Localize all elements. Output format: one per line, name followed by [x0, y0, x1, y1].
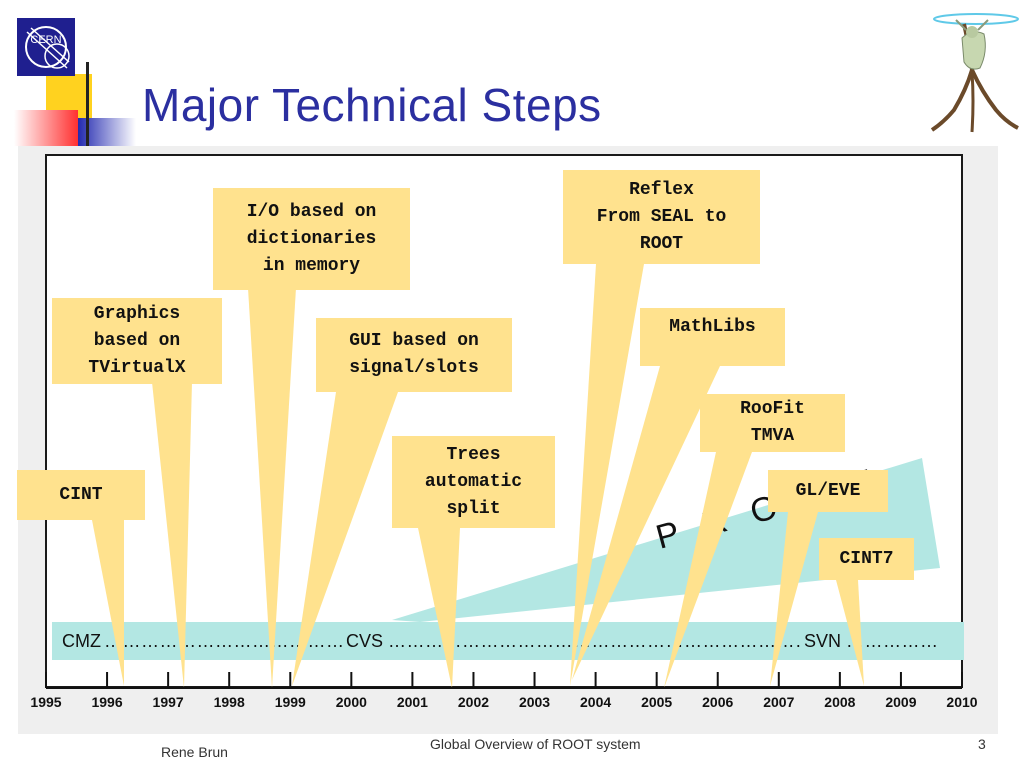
callout-graphics: Graphics based on TVirtualX — [52, 298, 222, 384]
year-label: 1996 — [91, 694, 123, 710]
footer-title: Global Overview of ROOT system — [430, 736, 641, 752]
year-label: 2005 — [641, 694, 673, 710]
pointer-gui — [292, 392, 398, 686]
cern-logo-text: CERN — [30, 34, 61, 46]
pointer-trees — [418, 528, 460, 688]
callout-trees: Trees automatic split — [392, 436, 555, 528]
timeline-dots-2: ………………………………………………………………………… — [388, 631, 802, 651]
year-label: 2006 — [702, 694, 734, 710]
year-label: 2008 — [824, 694, 856, 710]
year-label: 1999 — [274, 694, 306, 710]
pointer-mathlibs — [572, 366, 720, 680]
pointer-graphics — [152, 382, 192, 688]
pointer-cint7 — [836, 580, 864, 686]
footer-author: Rene Brun — [161, 744, 228, 760]
year-label: 2010 — [946, 694, 978, 710]
year-label: 2007 — [763, 694, 795, 710]
timeline-cmz: CMZ — [62, 631, 101, 651]
year-label: 2001 — [396, 694, 428, 710]
year-label: 1995 — [30, 694, 62, 710]
year-label: 2002 — [457, 694, 490, 710]
timeline-cvs: CVS — [346, 631, 384, 651]
slide-title: Major Technical Steps — [142, 79, 602, 131]
timeline-svn: SVN — [804, 631, 842, 651]
callout-mathlibs: MathLibs — [640, 308, 785, 366]
year-label: 2009 — [885, 694, 917, 710]
callout-io: I/O based on dictionaries in memory — [213, 188, 410, 290]
pointer-gleve — [770, 512, 818, 686]
callout-gui: GUI based on signal/slots — [316, 318, 512, 392]
slide-number: 3 — [978, 736, 986, 752]
deco-red-block — [14, 110, 78, 146]
pointer-roofit — [664, 452, 752, 688]
version-control-timeline: CMZ …………………………………………… CVS ……………………………………… — [52, 622, 964, 660]
callout-reflex: Reflex From SEAL to ROOT — [563, 170, 760, 264]
year-label: 2003 — [518, 694, 551, 710]
year-label: 1997 — [152, 694, 184, 710]
root-figure-graphic — [930, 13, 1019, 133]
root-figure-illustration — [926, 10, 1022, 136]
year-label: 1998 — [213, 694, 245, 710]
cern-logo-graphic: CERN — [25, 26, 70, 69]
deco-vertical-line — [86, 62, 89, 146]
pointer-io — [248, 288, 296, 688]
pointer-cint — [92, 520, 124, 686]
pointer-reflex — [570, 264, 644, 686]
callout-roofit: RooFit TMVA — [700, 394, 845, 452]
timeline-dots-1: …………………………………………… — [104, 631, 344, 651]
year-label: 2000 — [335, 694, 367, 710]
callout-gleve: GL/EVE — [768, 470, 888, 512]
callout-cint7: CINT7 — [819, 538, 914, 580]
year-label: 2004 — [580, 694, 612, 710]
cern-logo: CERN — [17, 18, 75, 76]
callout-cint: CINT — [17, 470, 145, 520]
timeline-dots-3: ……………… — [846, 631, 938, 651]
